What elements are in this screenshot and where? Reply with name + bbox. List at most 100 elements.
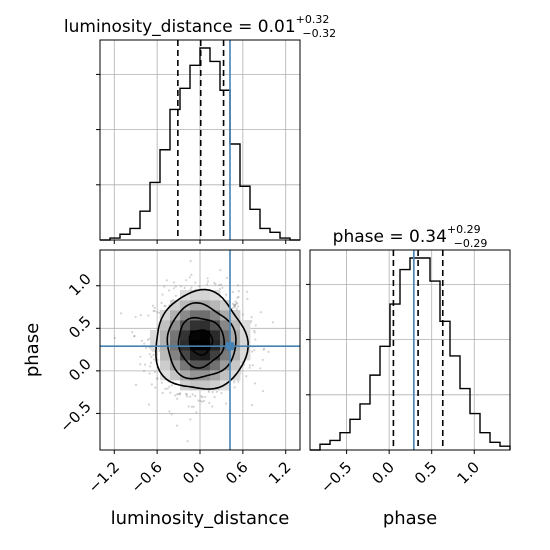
- density-cell: [200, 310, 211, 321]
- sample-point: [201, 396, 204, 399]
- sample-point: [261, 390, 265, 393]
- density-cell: [220, 360, 231, 371]
- sample-point: [233, 381, 236, 384]
- sample-point: [144, 363, 147, 366]
- sample-point: [206, 280, 209, 283]
- sample-point: [233, 303, 236, 307]
- sample-point: [187, 405, 190, 408]
- ld-xtick-label: −0.6: [127, 458, 165, 496]
- sample-point: [235, 308, 238, 311]
- ld-xtick-label: −1.2: [85, 458, 123, 496]
- panel-phase-hist: phase = 0.34+0.29 −0.29 −0.5 0.0 0.5 1.0 pha…: [306, 223, 511, 529]
- density-cell: [220, 320, 231, 331]
- sample-point: [206, 277, 209, 280]
- sample-point: [170, 384, 174, 387]
- density-cell: [210, 360, 221, 371]
- ld-xtick-label: 0.0: [179, 458, 209, 488]
- sample-point: [179, 285, 183, 288]
- density-cell: [180, 370, 191, 381]
- density-cell: [180, 300, 191, 311]
- contour-line: [188, 329, 214, 356]
- sample-point: [183, 286, 186, 289]
- title-luminosity-distance: luminosity_distance = 0.01+0.32 −0.32: [64, 13, 336, 40]
- phase-xtick-label: 0.5: [411, 458, 441, 488]
- density-cell: [190, 360, 201, 371]
- density-cell: [190, 320, 201, 331]
- y-axis-label-phase: phase: [22, 323, 43, 377]
- sample-point: [194, 394, 197, 398]
- density-cell: [200, 340, 211, 351]
- sample-point: [253, 349, 256, 352]
- density-cell: [220, 350, 231, 361]
- density-cell: [240, 330, 251, 341]
- sample-point: [218, 287, 221, 291]
- right-histogram-step: [310, 257, 511, 451]
- title-ld-upper: +0.32: [296, 13, 330, 26]
- sample-point: [164, 304, 167, 307]
- sample-point: [246, 297, 249, 300]
- sample-point: [259, 311, 262, 314]
- sample-point: [153, 370, 157, 374]
- sample-point: [170, 413, 173, 416]
- sample-point: [147, 403, 150, 406]
- sample-point: [248, 364, 251, 367]
- density-cell: [200, 360, 211, 371]
- title-ld-prefix: luminosity_distance =: [64, 17, 258, 37]
- sample-point: [234, 300, 237, 303]
- density-cell: [180, 310, 191, 321]
- density-cell: [220, 310, 231, 321]
- density-cell: [210, 380, 221, 391]
- sample-point: [169, 391, 172, 394]
- truth-marker: [226, 342, 234, 351]
- density-cell: [160, 320, 171, 331]
- density-cell: [230, 320, 241, 331]
- density-cell: [190, 370, 201, 381]
- density-cell: [190, 340, 201, 351]
- sample-point: [147, 314, 150, 317]
- density-cell: [190, 290, 201, 301]
- sample-point: [139, 363, 142, 366]
- sample-point: [233, 304, 236, 307]
- sample-point: [185, 279, 188, 282]
- density-cell: [160, 370, 171, 381]
- sample-point: [219, 269, 222, 272]
- sample-point: [225, 402, 228, 405]
- contour-line: [177, 316, 225, 369]
- sample-point: [240, 361, 243, 364]
- sample-point: [213, 281, 216, 285]
- sample-point: [234, 304, 237, 307]
- sample-point: [131, 331, 134, 334]
- sample-point: [160, 301, 163, 304]
- density-cell: [170, 320, 181, 331]
- sample-point: [211, 405, 214, 408]
- phase-ytick-label: −0.5: [56, 398, 94, 436]
- density-cell: [160, 330, 171, 341]
- phase-ytick-label: 0.0: [65, 355, 95, 385]
- density-cell: [210, 310, 221, 321]
- density-cell: [240, 350, 251, 361]
- sample-point: [214, 283, 217, 286]
- sample-point: [148, 372, 151, 375]
- sample-point: [237, 295, 240, 299]
- sample-point: [153, 358, 156, 361]
- sample-point: [231, 290, 234, 294]
- sample-point: [215, 390, 219, 393]
- sample-point: [237, 290, 240, 293]
- sample-point: [185, 392, 188, 395]
- ld-xtick-label: 1.2: [265, 458, 295, 488]
- panel-luminosity-distance-hist: luminosity_distance = 0.01+0.32 −0.32: [64, 13, 336, 244]
- sample-point: [174, 294, 177, 297]
- x-axis-label-phase: phase: [383, 508, 437, 529]
- density-cell: [170, 310, 181, 321]
- sample-point: [133, 335, 136, 338]
- sample-point: [164, 387, 167, 391]
- sample-point: [213, 396, 216, 399]
- density-cell: [220, 300, 231, 311]
- sample-point: [220, 283, 223, 286]
- sample-point: [152, 353, 155, 356]
- title-ld-lower: −0.32: [302, 27, 336, 40]
- sample-point: [188, 276, 191, 279]
- sample-point: [251, 364, 254, 367]
- sample-point: [225, 293, 228, 296]
